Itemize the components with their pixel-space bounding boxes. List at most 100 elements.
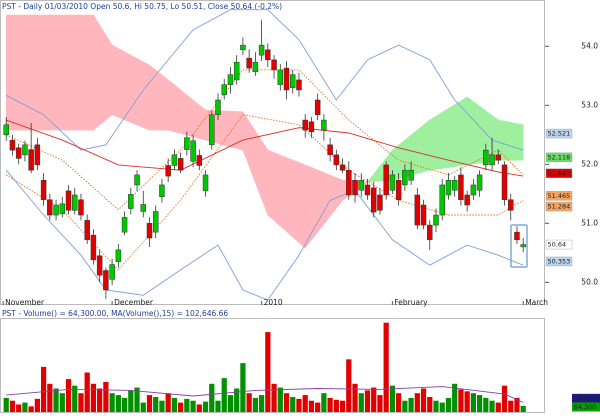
candle-body: [72, 194, 78, 211]
candle-body: [265, 49, 271, 61]
candle-body: [159, 184, 165, 197]
price-tag: [545, 152, 573, 163]
candle-body: [314, 99, 321, 115]
candle-body: [190, 140, 196, 162]
chart-title: PST - Daily 01/03/2010 Open 50.6, Hi 50.…: [2, 2, 282, 11]
candle-body: [47, 199, 53, 216]
cloud-segment: [111, 44, 150, 131]
volume-bar: [514, 397, 520, 412]
candle-body: [501, 164, 508, 200]
volume-bar: [121, 397, 128, 412]
y-tick-label: 50.0: [581, 277, 598, 286]
volume-bar: [90, 383, 97, 412]
candle-body: [414, 194, 421, 226]
candle-body: [514, 231, 520, 241]
candle-body: [109, 264, 115, 280]
volume-bar: [196, 404, 202, 412]
volume-bar: [420, 388, 427, 412]
candle-body: [433, 214, 439, 226]
price-tag-label: 52.521: [548, 130, 571, 138]
candle-body: [364, 184, 371, 196]
volume-bar: [277, 387, 283, 412]
volume-bar: [9, 400, 16, 412]
candle-body: [215, 99, 221, 115]
candle-body: [240, 44, 246, 51]
volume-bar: [78, 393, 84, 412]
price-tag-label: 51.284: [548, 203, 571, 211]
candle-body: [271, 59, 277, 71]
volume-bar: [53, 388, 59, 412]
candle-body: [202, 174, 209, 192]
bollinger-upper: [5, 9, 524, 151]
candle-body: [209, 114, 215, 146]
candle-body: [196, 155, 203, 166]
bollinger-lower: [5, 169, 524, 301]
volume-bar: [464, 391, 470, 412]
price-tag-label: 52.118: [548, 153, 571, 161]
candle-body: [408, 169, 414, 181]
volume-bar: [84, 372, 90, 412]
candle-body: [383, 164, 389, 196]
volume-bar: [22, 402, 28, 412]
volume-bar: [290, 396, 296, 412]
candle-body: [277, 69, 284, 85]
candle-body: [489, 154, 495, 166]
candle-body: [252, 61, 259, 72]
volume-bar: [283, 393, 290, 412]
volume-bar: [40, 366, 47, 412]
volume-bar: [358, 393, 364, 412]
volume-bar: [171, 397, 178, 412]
volume-bar: [109, 393, 115, 412]
volume-bar: [178, 402, 184, 412]
candle-body: [358, 179, 364, 191]
candle-body: [302, 119, 308, 131]
volume-bar: [209, 383, 215, 412]
candle-body: [420, 204, 427, 226]
candle-body: [233, 61, 240, 81]
volume-tag-label: 64,300: [574, 403, 597, 411]
candle-body: [165, 165, 171, 177]
candle-body: [495, 154, 502, 161]
candle-body: [59, 203, 66, 215]
volume-bar: [3, 397, 9, 412]
volume-bar: [59, 393, 65, 412]
candle-body: [134, 174, 140, 186]
price-tag-label: 51.847: [548, 169, 571, 177]
volume-bar: [352, 383, 358, 412]
cloud-segment: [429, 96, 468, 171]
candle-body: [483, 149, 489, 166]
volume-bar: [495, 402, 501, 412]
candle-body: [3, 124, 9, 136]
candle-body: [152, 211, 159, 233]
volume-bar: [402, 400, 408, 412]
envelope-lower: [5, 114, 524, 271]
candle-body: [389, 174, 396, 191]
volume-bar: [508, 400, 514, 412]
volume-bar: [202, 401, 209, 412]
candle-body: [28, 149, 34, 171]
candle-body: [22, 144, 28, 156]
volume-bar: [296, 398, 302, 412]
volume-bar: [476, 395, 483, 412]
volume-bar: [159, 400, 165, 412]
volume-bar: [302, 395, 308, 412]
volume-bar: [452, 383, 458, 412]
volume-bar: [377, 395, 383, 412]
volume-bar: [520, 405, 526, 412]
price-tag-label: 50.64: [548, 241, 567, 249]
candle-body: [177, 158, 184, 171]
candle-body: [84, 220, 90, 241]
candle-body: [283, 67, 290, 91]
volume-frame: [0, 318, 545, 413]
volume-bar: [97, 388, 103, 412]
volume-bar: [190, 400, 196, 412]
price-tag: [545, 201, 573, 212]
volume-bar: [439, 402, 445, 412]
candle-body: [115, 249, 122, 262]
y-tick-label: 53.0: [581, 100, 598, 109]
cloud-segment: [497, 119, 524, 161]
volume-bar: [134, 387, 140, 412]
volume-bar: [408, 397, 414, 412]
